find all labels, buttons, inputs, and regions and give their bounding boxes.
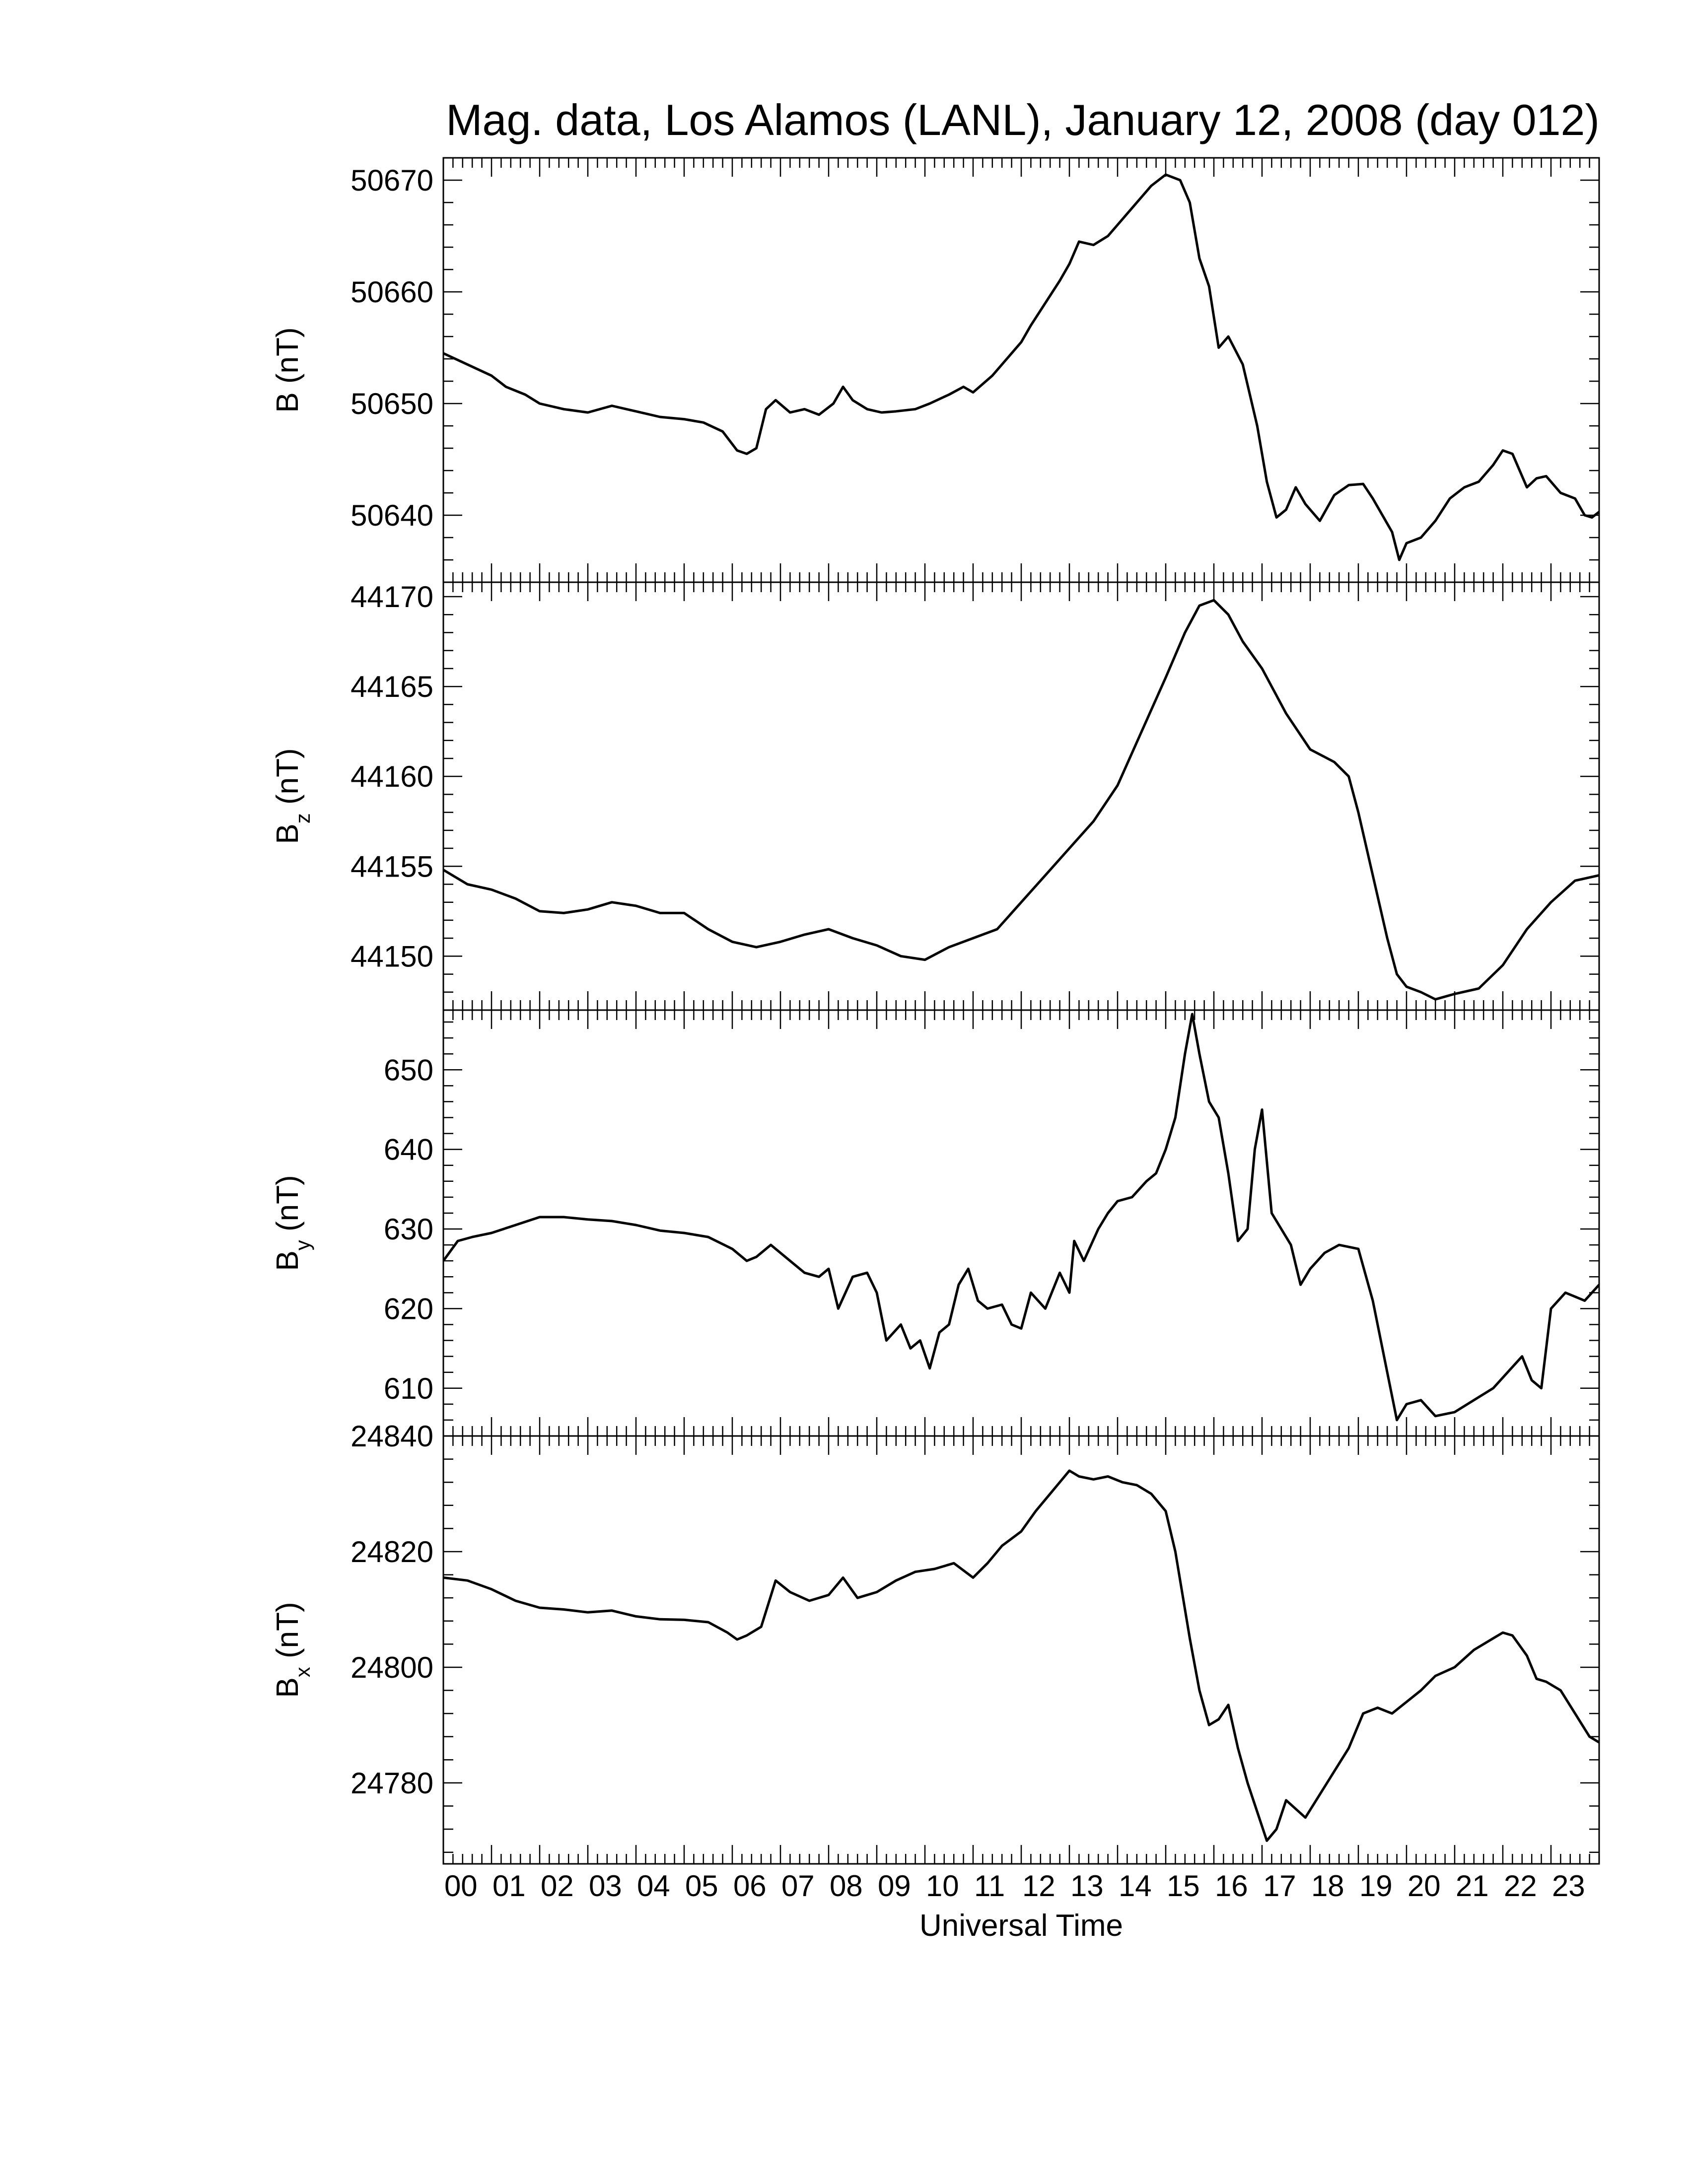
x-tick-label: 14 <box>1119 1869 1152 1903</box>
x-tick-label: 01 <box>492 1869 526 1903</box>
panel-2-x-ticks <box>442 582 1600 1010</box>
panel-4-x-ticks <box>442 1436 1600 1864</box>
x-tick-label: 19 <box>1359 1869 1393 1903</box>
panel-2-y-ticks <box>443 596 1599 1011</box>
panel-2-y-tick-label: 44160 <box>351 760 433 793</box>
panel-3-series-line <box>443 1013 1599 1422</box>
panel-2-series-line <box>443 599 1599 1001</box>
panel-3-y-tick-label: 610 <box>384 1372 433 1405</box>
panel-2-y-axis-label: Bz (nT) <box>271 748 314 844</box>
x-tick-label: 13 <box>1070 1869 1104 1903</box>
panel-3-y-tick-label: 640 <box>384 1133 433 1166</box>
panel-3-y-tick-label: 620 <box>384 1292 433 1325</box>
x-tick-label: 06 <box>733 1869 767 1903</box>
x-tick-label: 22 <box>1504 1869 1537 1903</box>
panel-1-series-line <box>443 173 1599 561</box>
panel-1-y-axis-label: B (nT) <box>271 327 305 412</box>
panel-1: 50640 50650 50660 50670 B (nT) <box>271 157 1600 583</box>
panel-1-x-ticks <box>442 158 1600 582</box>
x-tick-label: 05 <box>685 1869 718 1903</box>
x-tick-label: 21 <box>1456 1869 1489 1903</box>
panel-4-y-tick-label: 24820 <box>351 1535 433 1569</box>
panel-3-y-ticks <box>443 1021 1599 1437</box>
panel-1-y-tick-label: 50670 <box>351 164 433 197</box>
x-tick-label: 03 <box>589 1869 622 1903</box>
panel-2-y-tick-label: 44165 <box>351 670 433 703</box>
x-tick-label: 23 <box>1552 1869 1585 1903</box>
panel-3-y-tick-label: 630 <box>384 1213 433 1246</box>
x-tick-label: 17 <box>1263 1869 1296 1903</box>
x-tick-labels: 00 01 02 03 04 05 06 07 08 09 10 11 12 13 14 15 16 17 18 19… <box>444 1869 1585 1903</box>
panel-4-series-line <box>443 1469 1599 1842</box>
panel-3-y-axis-label: By (nT) <box>271 1175 314 1271</box>
panel-1-y-tick-label: 50640 <box>351 499 433 532</box>
panel-4-y-tick-label: 24780 <box>351 1767 433 1800</box>
panel-4-y-ticks <box>443 1435 1599 1853</box>
x-tick-label: 16 <box>1215 1869 1248 1903</box>
panel-3: 610 620 630 640 650 By (nT) <box>271 1009 1600 1437</box>
panel-1-y-tick-label: 50650 <box>351 387 433 420</box>
panel-2-y-tick-label: 44155 <box>351 850 433 883</box>
panel-4-y-axis-label: Bx (nT) <box>271 1602 314 1698</box>
x-tick-label: 18 <box>1311 1869 1344 1903</box>
chart-title: Mag. data, Los Alamos (LANL), January 12… <box>446 95 1600 144</box>
x-tick-label: 15 <box>1167 1869 1200 1903</box>
x-tick-label: 00 <box>444 1869 478 1903</box>
x-tick-label: 12 <box>1022 1869 1055 1903</box>
chart-panels: 50640 50650 50660 50670 B (nT) 44150 44155 4416… <box>271 157 1600 1903</box>
panel-1-y-tick-label: 50660 <box>351 275 433 309</box>
x-tick-label: 10 <box>926 1869 959 1903</box>
panel-4: 24780 24800 24820 24840 Bx (nT) <box>271 1420 1600 1865</box>
panel-4-y-tick-label: 24800 <box>351 1651 433 1684</box>
x-tick-label: 08 <box>830 1869 863 1903</box>
panel-3-y-tick-label: 650 <box>384 1053 433 1087</box>
x-tick-label: 04 <box>637 1869 670 1903</box>
x-tick-label: 09 <box>878 1869 911 1903</box>
panel-2-y-tick-label: 44170 <box>351 580 433 614</box>
x-tick-label: 20 <box>1407 1869 1441 1903</box>
x-tick-label: 02 <box>541 1869 574 1903</box>
x-tick-label: 11 <box>974 1869 1005 1903</box>
panel-2: 44150 44155 44160 44165 44170 Bz (nT) <box>271 580 1600 1011</box>
panel-4-y-tick-label: 24840 <box>351 1420 433 1453</box>
panel-2-y-tick-label: 44150 <box>351 940 433 973</box>
x-axis-label: Universal Time <box>919 1909 1123 1943</box>
x-tick-label: 07 <box>781 1869 815 1903</box>
